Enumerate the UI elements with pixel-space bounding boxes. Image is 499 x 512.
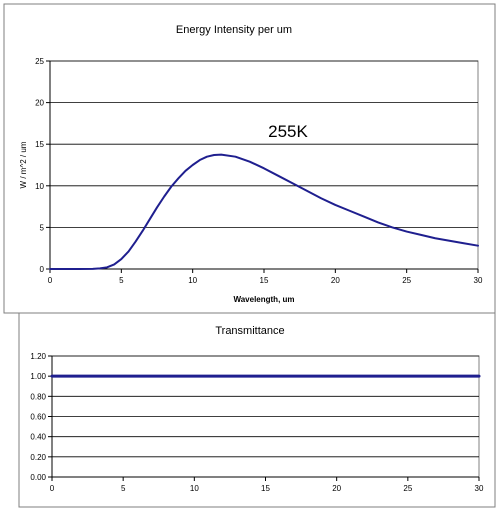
c1-y-tick-label: 15 bbox=[35, 140, 44, 149]
c2-y-tick-label: 0.40 bbox=[30, 433, 46, 442]
chart-2-ticks: 0.00 0.20 0.40 0.60 0.80 1.00 1.20 0 5 10 15 20 25 30 bbox=[30, 352, 484, 493]
c1-x-tick-label: 20 bbox=[331, 276, 340, 285]
energy-intensity-chart: Energy Intensity per um 0 5 10 15 20 25 0 5 10 15… bbox=[3, 3, 496, 314]
c1-x-tick-label: 30 bbox=[474, 276, 483, 285]
c2-y-tick-label: 0.80 bbox=[30, 392, 46, 401]
chart-1-annotation: 255K bbox=[268, 122, 308, 141]
c2-y-tick-label: 0.20 bbox=[30, 453, 46, 462]
c1-x-tick-label: 5 bbox=[119, 276, 124, 285]
c1-y-tick-label: 25 bbox=[35, 57, 44, 66]
c2-y-tick-label: 1.20 bbox=[30, 352, 46, 361]
c1-x-tick-label: 25 bbox=[402, 276, 411, 285]
c1-x-tick-label: 0 bbox=[48, 276, 53, 285]
transmittance-chart: Transmittance 0.00 0.20 0.40 0.60 0.80 1.00 1.… bbox=[18, 312, 496, 508]
c2-x-tick-label: 25 bbox=[403, 484, 412, 493]
chart-1-plot-area bbox=[49, 60, 479, 270]
c2-x-tick-label: 30 bbox=[475, 484, 484, 493]
c2-y-tick-label: 0.60 bbox=[30, 413, 46, 422]
c2-x-tick-label: 20 bbox=[332, 484, 341, 493]
c1-x-tick-label: 15 bbox=[260, 276, 269, 285]
chart-1-series bbox=[49, 153, 479, 270]
chart-1-y-axis-title: W / m^2 / um bbox=[19, 141, 28, 188]
c2-x-tick-label: 0 bbox=[50, 484, 55, 493]
c1-series-line-0 bbox=[49, 153, 479, 270]
c1-y-tick-label: 5 bbox=[40, 223, 45, 232]
c2-y-tick-label: 1.00 bbox=[30, 372, 46, 381]
c2-x-tick-label: 15 bbox=[261, 484, 270, 493]
c1-y-tick-label: 20 bbox=[35, 99, 44, 108]
chart-1-ticks: 0 5 10 15 20 25 0 5 10 15 20 25 30 bbox=[35, 57, 483, 285]
c1-y-tick-label: 10 bbox=[35, 182, 44, 191]
c1-y-tick-label: 0 bbox=[40, 265, 45, 274]
chart-2-title: Transmittance bbox=[215, 325, 284, 337]
c2-y-tick-label: 0.00 bbox=[30, 473, 46, 482]
chart-1-x-axis-title: Wavelength, um bbox=[233, 295, 294, 304]
c2-x-tick-label: 10 bbox=[190, 484, 199, 493]
c2-x-tick-label: 5 bbox=[121, 484, 126, 493]
chart-1-title: Energy Intensity per um bbox=[176, 24, 292, 36]
chart-1-gridlines bbox=[50, 60, 478, 228]
c1-x-tick-label: 10 bbox=[188, 276, 197, 285]
